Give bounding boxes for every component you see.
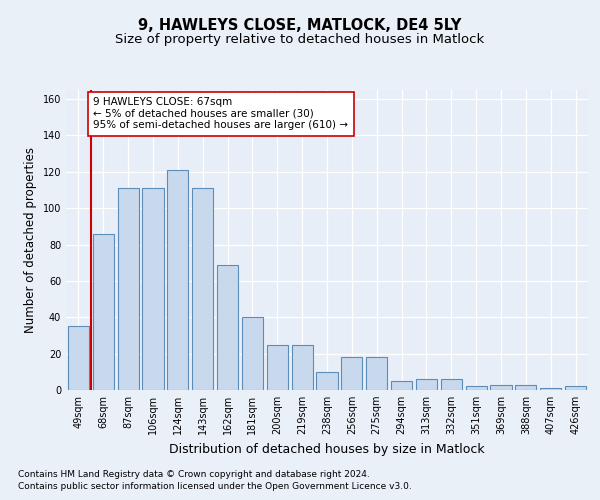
Text: 9, HAWLEYS CLOSE, MATLOCK, DE4 5LY: 9, HAWLEYS CLOSE, MATLOCK, DE4 5LY bbox=[139, 18, 461, 32]
Bar bbox=[316, 372, 338, 390]
Bar bbox=[292, 344, 313, 390]
Bar bbox=[93, 234, 114, 390]
Bar bbox=[341, 358, 362, 390]
Bar bbox=[267, 344, 288, 390]
Bar bbox=[416, 379, 437, 390]
Text: Size of property relative to detached houses in Matlock: Size of property relative to detached ho… bbox=[115, 32, 485, 46]
Bar bbox=[441, 379, 462, 390]
Bar bbox=[466, 386, 487, 390]
Text: Contains HM Land Registry data © Crown copyright and database right 2024.: Contains HM Land Registry data © Crown c… bbox=[18, 470, 370, 479]
Y-axis label: Number of detached properties: Number of detached properties bbox=[24, 147, 37, 333]
Bar bbox=[540, 388, 561, 390]
Bar bbox=[192, 188, 213, 390]
Bar bbox=[565, 386, 586, 390]
Bar bbox=[242, 318, 263, 390]
Text: 9 HAWLEYS CLOSE: 67sqm
← 5% of detached houses are smaller (30)
95% of semi-deta: 9 HAWLEYS CLOSE: 67sqm ← 5% of detached … bbox=[94, 98, 349, 130]
Bar bbox=[391, 381, 412, 390]
Bar bbox=[167, 170, 188, 390]
Bar bbox=[515, 384, 536, 390]
Bar bbox=[490, 384, 512, 390]
Bar bbox=[118, 188, 139, 390]
Bar bbox=[68, 326, 89, 390]
Text: Contains public sector information licensed under the Open Government Licence v3: Contains public sector information licen… bbox=[18, 482, 412, 491]
Bar bbox=[217, 264, 238, 390]
X-axis label: Distribution of detached houses by size in Matlock: Distribution of detached houses by size … bbox=[169, 442, 485, 456]
Bar bbox=[142, 188, 164, 390]
Bar bbox=[366, 358, 387, 390]
